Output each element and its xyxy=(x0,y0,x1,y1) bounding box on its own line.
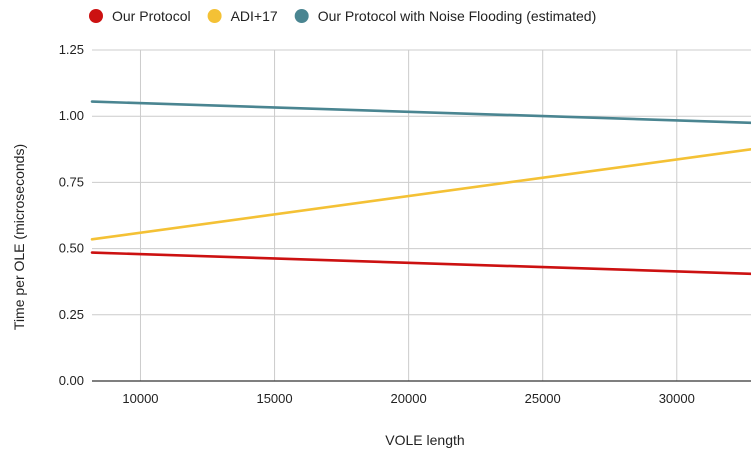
legend-label-our-protocol-with-noise-flooding-estimated: Our Protocol with Noise Flooding (estima… xyxy=(318,8,597,24)
x-tick-label: 25000 xyxy=(525,391,561,406)
series-line-our-protocol xyxy=(90,251,751,276)
x-tick-label: 15000 xyxy=(256,391,292,406)
legend-label-our-protocol: Our Protocol xyxy=(112,8,191,24)
x-tick-label: 10000 xyxy=(122,391,158,406)
y-tick-label: 1.00 xyxy=(59,108,84,123)
x-tick-label: 20000 xyxy=(391,391,427,406)
y-tick-label: 1.25 xyxy=(59,42,84,57)
series-lines xyxy=(90,100,751,276)
y-axis-title: Time per OLE (microseconds) xyxy=(11,144,27,330)
grid xyxy=(92,49,751,381)
legend: Our Protocol ADI+17 Our Protocol with Nois… xyxy=(89,8,596,24)
y-tick-label: 0.00 xyxy=(59,373,84,388)
axes: 0.00 0.25 0.50 0.75 1.00 1.25 10000 15000 20000 2… xyxy=(59,42,751,406)
y-tick-label: 0.50 xyxy=(59,241,84,256)
legend-marker-our-protocol-with-noise-flooding-estimated xyxy=(294,9,309,23)
series-line-adi-17 xyxy=(90,148,751,241)
series-line-our-protocol-with-noise-flooding-estimated xyxy=(90,100,751,125)
legend-marker-our-protocol xyxy=(89,9,103,23)
x-tick-label: 30000 xyxy=(659,391,695,406)
legend-marker-adi-17 xyxy=(207,9,222,23)
legend-label-adi-17: ADI+17 xyxy=(231,8,278,24)
y-tick-label: 0.75 xyxy=(59,174,84,189)
x-axis-title: VOLE length xyxy=(385,432,464,448)
y-tick-label: 0.25 xyxy=(59,307,84,322)
